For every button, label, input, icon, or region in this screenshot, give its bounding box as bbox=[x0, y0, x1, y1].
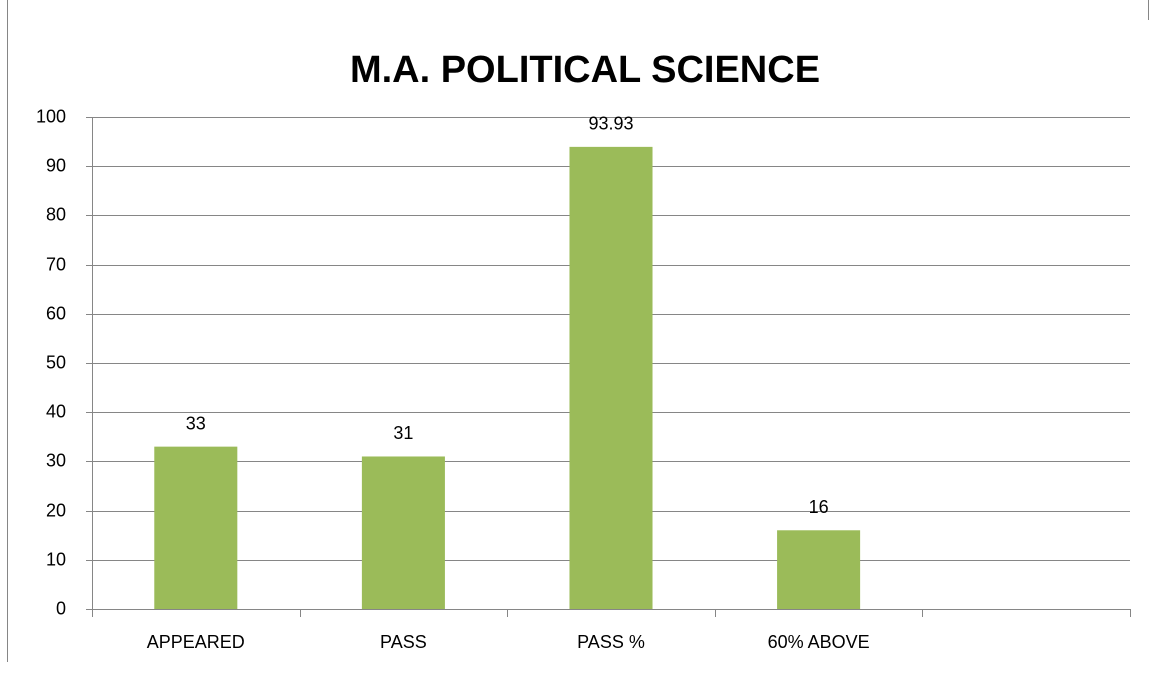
y-tick-label: 60 bbox=[46, 303, 66, 323]
y-tick-label: 20 bbox=[46, 500, 66, 520]
bar bbox=[361, 456, 445, 609]
x-tick-label: PASS bbox=[380, 632, 427, 652]
y-tick-label: 90 bbox=[46, 155, 66, 175]
data-label: 31 bbox=[393, 423, 413, 443]
data-label: 33 bbox=[186, 413, 206, 433]
x-tick-label: 60% ABOVE bbox=[768, 632, 870, 652]
y-tick-label: 50 bbox=[46, 352, 66, 372]
y-tick-label: 80 bbox=[46, 204, 66, 224]
x-tick-label: PASS % bbox=[577, 632, 645, 652]
y-tick-label: 30 bbox=[46, 450, 66, 470]
bar bbox=[777, 530, 861, 609]
y-tick-label: 70 bbox=[46, 254, 66, 274]
y-tick-label: 0 bbox=[56, 598, 66, 618]
y-tick-label: 40 bbox=[46, 401, 66, 421]
data-label: 93.93 bbox=[588, 114, 633, 134]
data-label: 16 bbox=[809, 497, 829, 517]
bar bbox=[154, 446, 238, 609]
chart-title: M.A. POLITICAL SCIENCE bbox=[350, 49, 820, 91]
bar bbox=[569, 146, 653, 610]
y-tick-label: 100 bbox=[36, 106, 66, 126]
x-tick-label: APPEARED bbox=[147, 632, 245, 652]
y-tick-label: 10 bbox=[46, 549, 66, 569]
